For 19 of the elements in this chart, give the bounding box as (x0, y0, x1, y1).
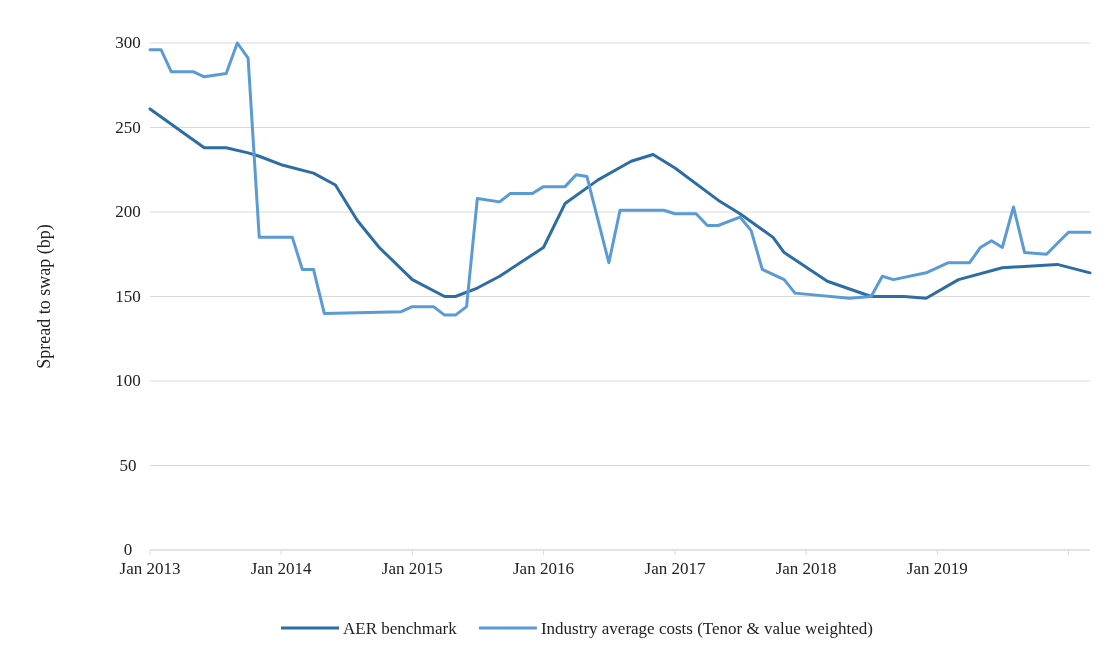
x-tick-label: Jan 2015 (381, 559, 443, 578)
x-tick-label: Jan 2016 (513, 559, 574, 578)
line-series (148, 107, 1092, 300)
x-tick-label: Jan 2018 (775, 559, 837, 578)
x-tick-label: Jan 2017 (644, 559, 706, 578)
y-tick-label: 50 (119, 455, 137, 475)
y-tick-label: 250 (115, 117, 141, 137)
legend-label: Industry average costs (Tenor & value weighted) (540, 619, 873, 638)
y-tick-label: 150 (115, 286, 141, 306)
line-series (148, 41, 1092, 317)
y-tick-label: 200 (115, 202, 141, 221)
x-tick-label: Jan 2019 (906, 559, 968, 578)
x-tick-label: Jan 2014 (250, 559, 313, 578)
y-tick-label: 300 (115, 33, 141, 52)
legend-label: AER benchmark (343, 619, 458, 638)
y-tick-label: 100 (115, 371, 141, 390)
y-axis-title: Spread to swap (bp) (34, 224, 55, 369)
x-tick-label: Jan 2013 (119, 559, 181, 578)
y-tick-label: 0 (123, 540, 133, 559)
